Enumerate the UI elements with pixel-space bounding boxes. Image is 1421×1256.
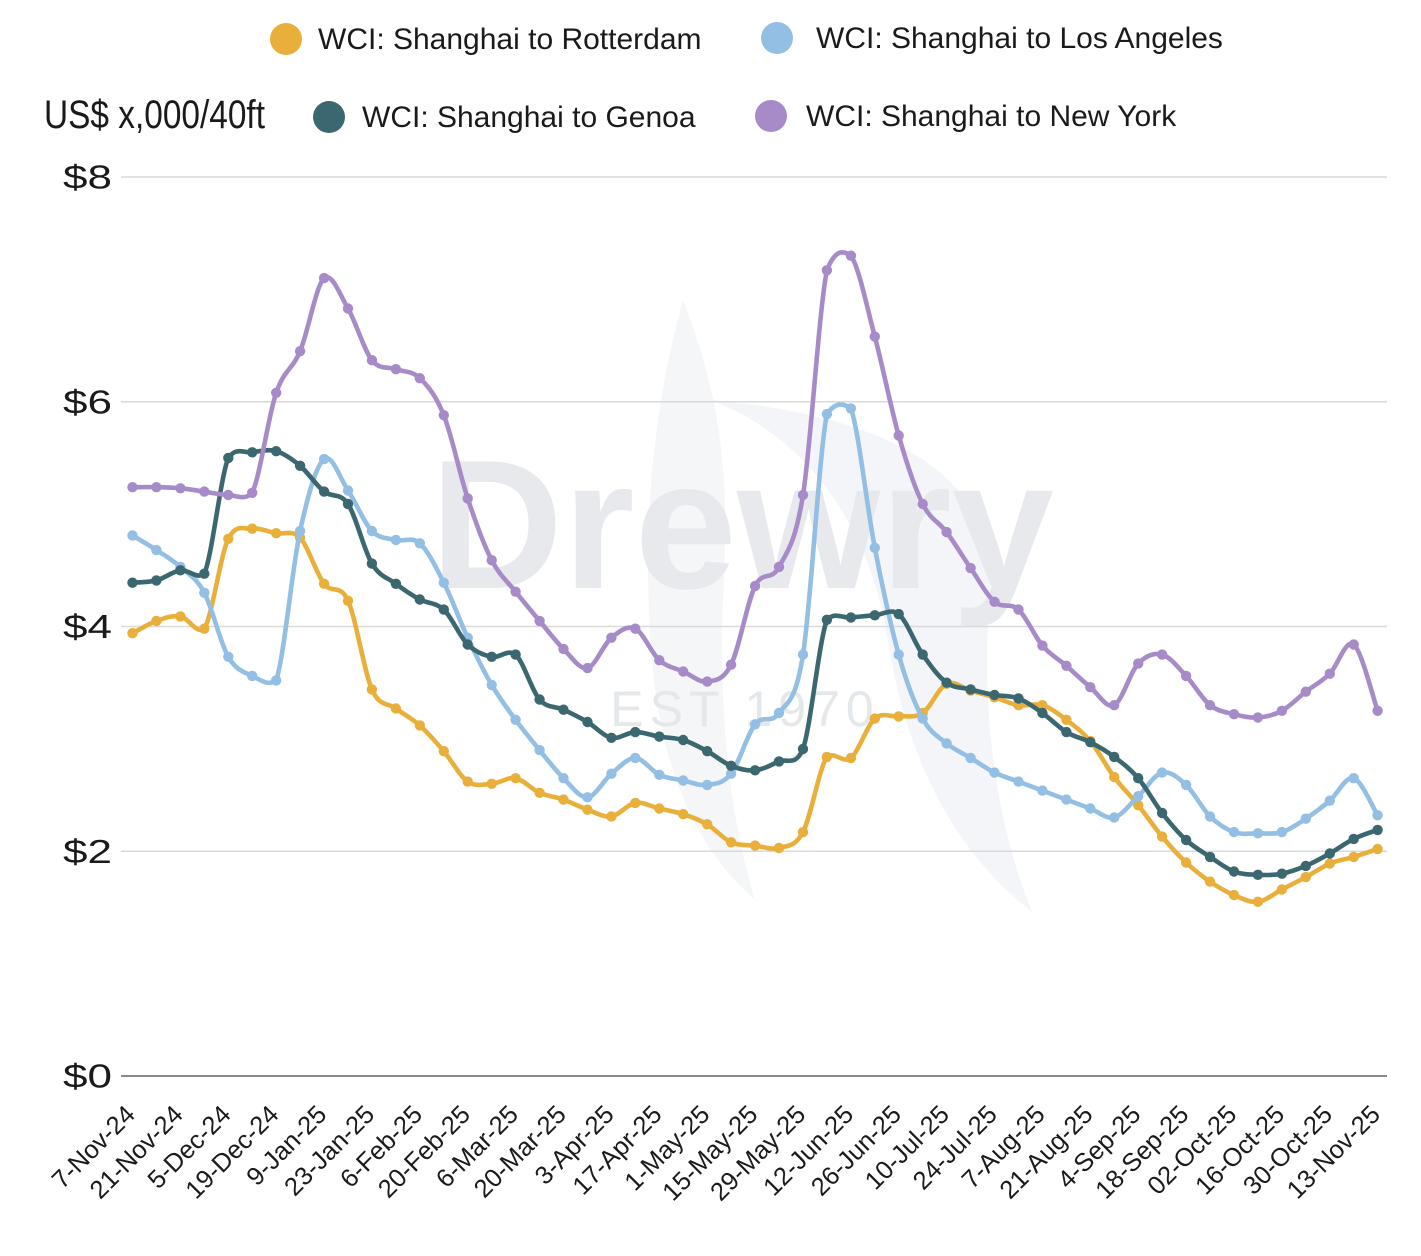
svg-text:$6: $6 [63, 383, 112, 420]
svg-text:WCI: Shanghai to Rotterdam: WCI: Shanghai to Rotterdam [318, 23, 702, 56]
svg-text:$2: $2 [63, 833, 112, 870]
svg-text:$4: $4 [63, 608, 112, 645]
svg-text:WCI: Shanghai to New York: WCI: Shanghai to New York [806, 100, 1177, 133]
svg-text:US$ x,000/40ft: US$ x,000/40ft [44, 93, 265, 137]
svg-text:EST 1970: EST 1970 [610, 681, 879, 737]
svg-text:WCI: Shanghai to Los Angeles: WCI: Shanghai to Los Angeles [816, 22, 1223, 55]
svg-text:WCI: Shanghai to Genoa: WCI: Shanghai to Genoa [362, 101, 696, 134]
svg-text:Drewry: Drewry [430, 421, 1054, 627]
svg-text:$8: $8 [63, 159, 112, 196]
svg-text:$0: $0 [63, 1058, 112, 1095]
